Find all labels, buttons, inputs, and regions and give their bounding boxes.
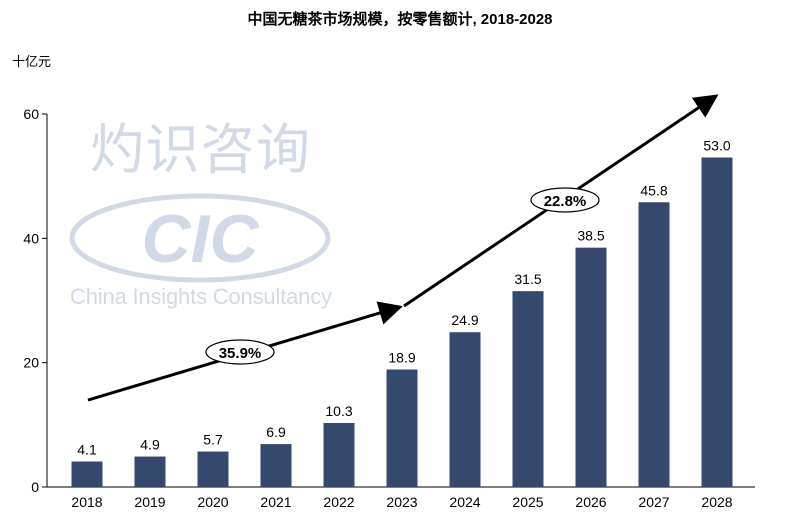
x-tick-label: 2019 [134, 494, 165, 510]
x-tick-label: 2023 [386, 494, 417, 510]
x-tick-label: 2028 [701, 494, 732, 510]
watermark-logo-ring [69, 193, 331, 283]
cagr-badge [205, 339, 275, 365]
cagr-badge [530, 187, 600, 213]
data-label: 6.9 [266, 424, 286, 440]
bar-2021 [260, 444, 292, 487]
watermark-name-cn: 灼识咨询 [90, 120, 310, 180]
y-tick-label: 40 [23, 230, 39, 246]
data-label: 4.1 [77, 442, 97, 458]
x-tick-label: 2018 [71, 494, 102, 510]
x-tick-label: 2020 [197, 494, 228, 510]
cagr-label: 22.8% [544, 193, 587, 210]
y-tick-label: 60 [23, 106, 39, 122]
watermark: 灼识咨询 CIC China Insights Consultancy [69, 120, 332, 309]
data-label: 4.9 [140, 437, 160, 453]
bar-2019 [134, 456, 166, 487]
chart-title: 中国无糖茶市场规模，按零售额计, 2018-2028 [247, 11, 553, 28]
bar-2024 [449, 332, 481, 487]
bar-2022 [323, 422, 355, 487]
x-tick-label: 2027 [638, 494, 669, 510]
data-label: 24.9 [451, 312, 478, 328]
y-tick-label: 0 [31, 479, 39, 495]
bar-2018 [71, 461, 103, 487]
bar-2028 [701, 157, 733, 487]
x-tick-label: 2022 [323, 494, 354, 510]
x-tick-label: 2024 [449, 494, 480, 510]
bar-2025 [512, 291, 544, 487]
x-tick-label: 2025 [512, 494, 543, 510]
data-label: 53.0 [703, 138, 730, 154]
data-label: 10.3 [325, 403, 352, 419]
bar-2027 [638, 202, 670, 487]
watermark-name-en: China Insights Consultancy [70, 284, 332, 309]
bar-2023 [386, 369, 418, 487]
x-tick-label: 2021 [260, 494, 291, 510]
y-tick-label: 20 [23, 355, 39, 371]
data-label: 18.9 [388, 350, 415, 366]
data-label: 45.8 [640, 182, 667, 198]
data-label: 38.5 [577, 228, 604, 244]
data-label: 31.5 [514, 271, 541, 287]
y-axis-unit: 十亿元 [12, 54, 51, 69]
bar-2020 [197, 451, 229, 487]
bar-2026 [575, 247, 607, 487]
cagr-label: 35.9% [219, 345, 262, 362]
x-tick-label: 2026 [575, 494, 606, 510]
watermark-logo: CIC [141, 201, 259, 277]
data-label: 5.7 [203, 432, 223, 448]
